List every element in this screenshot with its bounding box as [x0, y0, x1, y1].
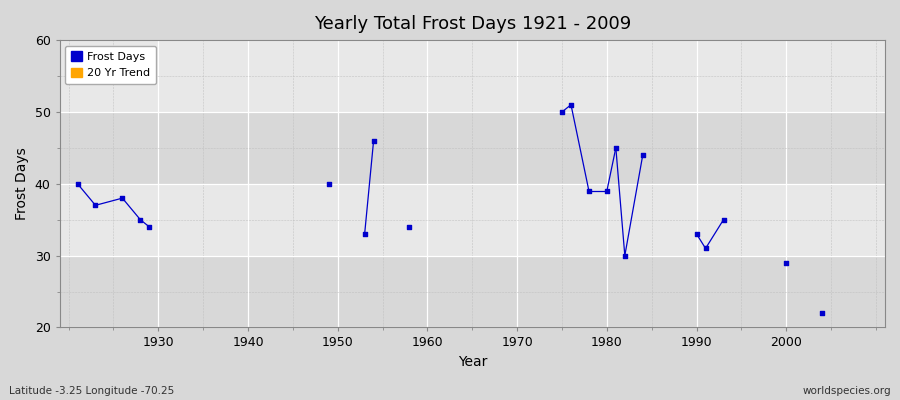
Point: [779, 260, 794, 266]
Point: [142, 224, 157, 230]
Point: [133, 216, 148, 223]
Point: [599, 188, 614, 194]
Point: [689, 231, 704, 237]
Point: [402, 224, 417, 230]
Bar: [59, 112, 885, 184]
Bar: [59, 256, 885, 328]
Point: [815, 310, 830, 316]
Point: [608, 145, 623, 151]
Point: [563, 102, 578, 108]
Point: [115, 195, 130, 201]
Y-axis label: Frost Days: Frost Days: [15, 147, 29, 220]
Point: [581, 188, 596, 194]
Point: [635, 152, 650, 158]
Point: [88, 202, 103, 208]
Point: [617, 252, 632, 259]
Point: [321, 180, 336, 187]
Title: Yearly Total Frost Days 1921 - 2009: Yearly Total Frost Days 1921 - 2009: [314, 15, 631, 33]
Point: [554, 109, 569, 115]
Point: [716, 216, 731, 223]
Point: [70, 180, 85, 187]
X-axis label: Year: Year: [457, 355, 487, 369]
Legend: Frost Days, 20 Yr Trend: Frost Days, 20 Yr Trend: [65, 46, 156, 84]
Point: [698, 245, 713, 252]
Point: [357, 231, 372, 237]
Text: worldspecies.org: worldspecies.org: [803, 386, 891, 396]
Text: Latitude -3.25 Longitude -70.25: Latitude -3.25 Longitude -70.25: [9, 386, 175, 396]
Point: [366, 138, 381, 144]
